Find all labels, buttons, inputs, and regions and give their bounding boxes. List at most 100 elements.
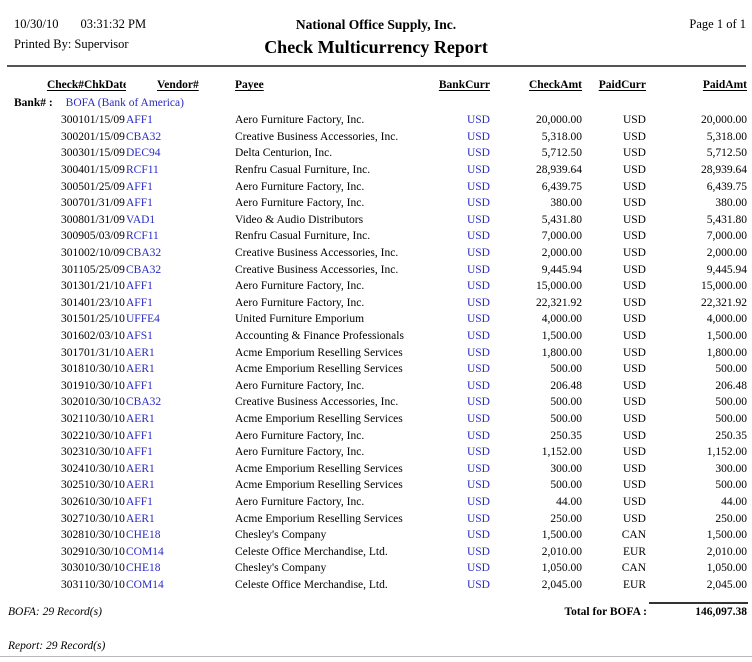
bank-currency-link[interactable]: USD xyxy=(466,495,490,508)
check-row: 3029 10/30/10 COM14 Celeste Office Merch… xyxy=(8,543,747,560)
bank-currency-link[interactable]: USD xyxy=(466,462,490,475)
paid-currency-cell: USD xyxy=(622,396,646,409)
bank-currency-link[interactable]: USD xyxy=(466,379,490,392)
payee-cell: Acme Emporium Reselling Services xyxy=(235,346,403,359)
report-datetime: 10/30/10 03:31:32 PM xyxy=(14,17,146,32)
vendor-code-link[interactable]: AFF1 xyxy=(126,446,153,459)
bank-currency-link[interactable]: USD xyxy=(466,562,490,575)
vendor-code-link[interactable]: CBA32 xyxy=(126,130,162,143)
vendor-code-link[interactable]: AFF1 xyxy=(126,495,153,508)
vendor-code-link[interactable]: UFFE4 xyxy=(126,313,160,326)
vendor-code-link[interactable]: DEC94 xyxy=(126,147,161,160)
vendor-code-link[interactable]: RCF11 xyxy=(126,164,159,177)
bank-currency-link[interactable]: USD xyxy=(466,429,490,442)
bank-group-row: Bank# : BOFA (Bank of America) xyxy=(8,94,747,112)
check-amount-cell: 15,000.00 xyxy=(536,280,582,293)
vendor-code-link[interactable]: CBA32 xyxy=(126,263,162,276)
paid-amount-cell: 4,000.00 xyxy=(706,313,747,326)
vendor-code-link[interactable]: COM14 xyxy=(126,578,164,591)
check-date-cell: 10/30/10 xyxy=(84,379,125,392)
check-date-cell: 10/30/10 xyxy=(84,545,125,558)
bank-currency-link[interactable]: USD xyxy=(466,529,490,542)
bank-currency-link[interactable]: USD xyxy=(466,446,490,459)
check-row: 3004 01/15/09 RCF11 Renfru Casual Furnit… xyxy=(8,162,747,179)
bank-currency-link[interactable]: USD xyxy=(466,114,490,127)
bank-currency-link[interactable]: USD xyxy=(466,545,490,558)
check-amount-cell: 2,000.00 xyxy=(541,247,582,260)
check-number-cell: 3018 xyxy=(61,363,84,376)
check-date-cell: 02/03/10 xyxy=(84,330,125,343)
bank-currency-link[interactable]: USD xyxy=(466,130,490,143)
vendor-code-link[interactable]: AFF1 xyxy=(126,280,153,293)
check-number-cell: 3027 xyxy=(61,512,84,525)
vendor-code-link[interactable]: AFF1 xyxy=(126,114,153,127)
bank-currency-link[interactable]: USD xyxy=(466,213,490,226)
bank-currency-link[interactable]: USD xyxy=(466,247,490,260)
check-number-cell: 3003 xyxy=(61,147,84,160)
payee-cell: Aero Furniture Factory, Inc. xyxy=(235,280,365,293)
check-row: 3008 01/31/09 VAD1 Video & Audio Distrib… xyxy=(8,212,747,229)
vendor-code-link[interactable]: AFF1 xyxy=(126,180,153,193)
check-number-cell: 3017 xyxy=(61,346,84,359)
vendor-code-link[interactable]: COM14 xyxy=(126,545,164,558)
check-amount-cell: 2,045.00 xyxy=(541,578,582,591)
bank-currency-link[interactable]: USD xyxy=(466,363,490,376)
bank-currency-link[interactable]: USD xyxy=(466,512,490,525)
check-number-cell: 3023 xyxy=(61,446,84,459)
bank-currency-link[interactable]: USD xyxy=(466,263,490,276)
vendor-code-link[interactable]: AFF1 xyxy=(126,379,153,392)
vendor-code-link[interactable]: CHE18 xyxy=(126,529,161,542)
check-amount-cell: 500.00 xyxy=(550,479,582,492)
vendor-code-link[interactable]: VAD1 xyxy=(126,213,156,226)
bank-currency-link[interactable]: USD xyxy=(466,230,490,243)
bank-currency-link[interactable]: USD xyxy=(466,296,490,309)
check-amount-cell: 1,500.00 xyxy=(541,330,582,343)
column-header-row: Check# ChkDate Vendor# Payee BankCurr Ch… xyxy=(8,79,747,94)
vendor-code-link[interactable]: AER1 xyxy=(126,479,155,492)
paid-currency-cell: USD xyxy=(622,412,646,425)
column-header-bank-currency: BankCurr xyxy=(438,79,490,91)
vendor-code-link[interactable]: AER1 xyxy=(126,412,155,425)
check-amount-cell: 1,800.00 xyxy=(541,346,582,359)
vendor-code-link[interactable]: CBA32 xyxy=(126,396,162,409)
payee-cell: Acme Emporium Reselling Services xyxy=(235,412,403,425)
check-number-cell: 3024 xyxy=(61,462,84,475)
bank-currency-link[interactable]: USD xyxy=(466,164,490,177)
bank-record-count: BOFA: 29 Record(s) xyxy=(8,606,102,618)
vendor-code-link[interactable]: AFF1 xyxy=(126,429,153,442)
report-record-count: Report: 29 Record(s) xyxy=(8,640,106,652)
vendor-code-link[interactable]: AER1 xyxy=(126,512,155,525)
header-divider xyxy=(7,65,746,67)
bank-currency-link[interactable]: USD xyxy=(466,412,490,425)
vendor-code-link[interactable]: CBA32 xyxy=(126,247,162,260)
vendor-code-link[interactable]: AER1 xyxy=(126,462,155,475)
vendor-code-link[interactable]: AFF1 xyxy=(126,197,153,210)
paid-amount-cell: 250.00 xyxy=(715,512,747,525)
bank-currency-link[interactable]: USD xyxy=(466,280,490,293)
vendor-code-link[interactable]: RCF11 xyxy=(126,230,159,243)
bank-currency-link[interactable]: USD xyxy=(466,313,490,326)
check-date-cell: 01/15/09 xyxy=(84,130,125,143)
vendor-code-link[interactable]: AFF1 xyxy=(126,296,153,309)
payee-cell: Aero Furniture Factory, Inc. xyxy=(235,495,365,508)
column-header-check-amount: CheckAmt xyxy=(528,79,582,91)
check-number-cell: 3021 xyxy=(61,412,84,425)
report-date: 10/30/10 xyxy=(14,17,59,31)
check-row: 3016 02/03/10 AFS1 Accounting & Finance … xyxy=(8,328,747,345)
bank-currency-link[interactable]: USD xyxy=(466,330,490,343)
check-amount-cell: 1,050.00 xyxy=(541,562,582,575)
bank-currency-link[interactable]: USD xyxy=(466,197,490,210)
vendor-code-link[interactable]: AER1 xyxy=(126,346,155,359)
bank-name-link[interactable]: BOFA (Bank of America) xyxy=(65,97,184,109)
bank-currency-link[interactable]: USD xyxy=(466,479,490,492)
vendor-code-link[interactable]: CHE18 xyxy=(126,562,161,575)
vendor-code-link[interactable]: AFS1 xyxy=(126,330,153,343)
bank-currency-link[interactable]: USD xyxy=(466,147,490,160)
company-name: National Office Supply, Inc. xyxy=(295,17,457,32)
bank-currency-link[interactable]: USD xyxy=(466,346,490,359)
bank-currency-link[interactable]: USD xyxy=(466,180,490,193)
check-date-cell: 05/25/09 xyxy=(84,263,125,276)
bank-currency-link[interactable]: USD xyxy=(466,578,490,591)
bank-currency-link[interactable]: USD xyxy=(466,396,490,409)
vendor-code-link[interactable]: AER1 xyxy=(126,363,155,376)
